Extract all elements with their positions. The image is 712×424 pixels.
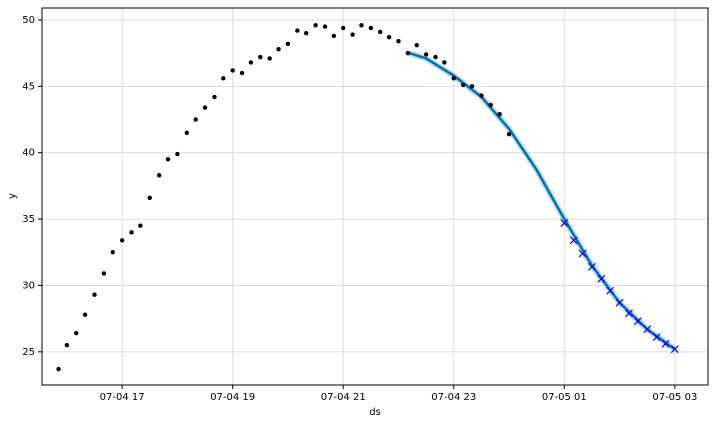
data-point [74, 331, 79, 336]
data-point [119, 238, 125, 243]
forecast-line [409, 51, 676, 351]
data-point [643, 325, 652, 334]
data-point [350, 32, 355, 37]
data-point [442, 60, 447, 65]
y-tick-label: 45 [22, 81, 35, 92]
data-point [359, 23, 364, 28]
x-tick-label: 07-04 23 [431, 392, 476, 403]
data-point [497, 111, 502, 117]
data-point [285, 41, 291, 47]
data-point [101, 271, 107, 276]
data-point [460, 82, 466, 88]
data-point [64, 342, 70, 348]
y-tick-label: 40 [22, 148, 35, 159]
data-point [578, 249, 587, 258]
data-point [221, 76, 226, 81]
x-tick-label: 07-05 01 [542, 392, 587, 403]
x-tick-label: 07-04 17 [100, 392, 145, 403]
data-point [378, 29, 383, 35]
data-point [230, 68, 235, 73]
data-point [451, 76, 456, 81]
x-axis-label: ds [369, 407, 381, 418]
data-point [606, 286, 615, 295]
data-point [303, 31, 309, 36]
data-point [202, 105, 208, 110]
forecast-band [408, 50, 677, 352]
data-point [156, 173, 162, 178]
y-axis-label: y [7, 193, 18, 199]
data-point [615, 298, 624, 307]
data-point [212, 94, 217, 100]
y-tick-label: 50 [22, 15, 35, 26]
data-point [396, 38, 401, 44]
data-point [414, 42, 419, 48]
y-tick-label: 30 [22, 280, 35, 291]
data-point [258, 54, 263, 60]
y-tick-label: 25 [22, 347, 35, 358]
data-point [239, 70, 245, 76]
data-point [56, 366, 61, 372]
data-point [433, 54, 438, 60]
data-point [405, 50, 411, 56]
data-point [82, 312, 88, 317]
data-point [276, 46, 281, 52]
data-point [670, 345, 679, 354]
data-point [110, 250, 115, 255]
data-point [597, 274, 606, 283]
plot-frame [41, 7, 709, 386]
data-point [313, 23, 318, 28]
data-point [165, 157, 171, 162]
data-point [488, 102, 493, 108]
data-point [92, 292, 97, 297]
data-point [248, 60, 254, 65]
data-point [652, 333, 661, 342]
data-point [331, 33, 337, 39]
data-point [175, 151, 180, 157]
data-point [147, 195, 152, 201]
data-point [267, 56, 272, 61]
x-tick-label: 07-04 21 [321, 392, 366, 403]
data-point [588, 262, 596, 271]
data-point [368, 25, 374, 31]
data-point [295, 28, 300, 33]
data-point [560, 219, 569, 227]
data-point [469, 84, 475, 89]
data-point [386, 35, 392, 40]
data-point [625, 309, 633, 318]
data-point [129, 230, 134, 235]
y-tick-label: 35 [22, 214, 35, 225]
data-point [193, 117, 198, 122]
data-point [479, 93, 484, 98]
data-point [661, 339, 670, 348]
data-point [138, 223, 143, 228]
x-tick-label: 07-04 19 [210, 392, 255, 403]
data-point [633, 317, 642, 326]
data-point [184, 130, 190, 135]
data-point [423, 52, 429, 57]
data-point [569, 236, 578, 245]
data-point [506, 131, 512, 137]
data-point [341, 25, 346, 31]
x-tick-label: 07-05 03 [652, 392, 697, 403]
data-point [322, 24, 328, 29]
